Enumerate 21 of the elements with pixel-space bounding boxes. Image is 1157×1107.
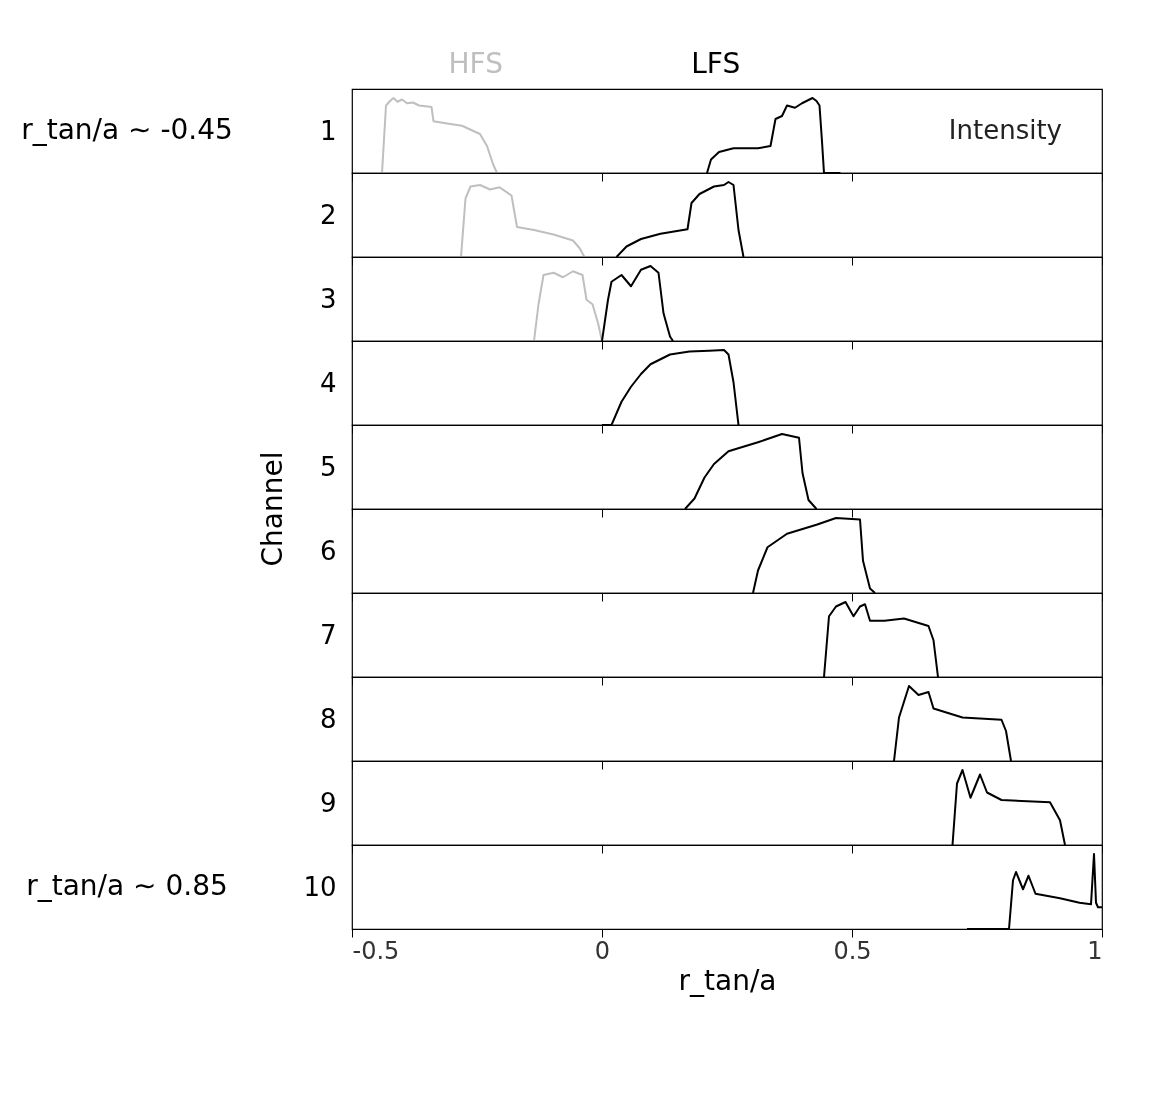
x-tick-label: 0.5 [833, 936, 872, 965]
x-tick-label: -0.5 [352, 936, 400, 965]
y-axis-title: 1 [319, 115, 337, 146]
y-axis-title: 7 [319, 619, 337, 650]
x-tick-label: 0 [594, 936, 611, 965]
series-label: LFS [691, 47, 741, 80]
y-axis-title: 9 [319, 787, 337, 818]
y-axis-title: 3 [319, 283, 337, 314]
x-axis-title: r_tan/a [678, 963, 777, 997]
x-tick-label: 1 [1087, 936, 1103, 965]
y-axis-title: 2 [319, 199, 337, 230]
y-axis-title: 8 [319, 703, 337, 734]
series-label: HFS [448, 47, 503, 80]
text: r_tan/a ∼ -0.45 [21, 113, 233, 146]
y-axis-title: 4 [319, 367, 337, 398]
y-axis-title: 10 [303, 871, 337, 902]
text: Channel [256, 451, 289, 567]
annotation: Intensity [948, 115, 1062, 145]
y-axis-title: 5 [319, 451, 337, 482]
y-axis-title: 6 [319, 535, 337, 566]
text: r_tan/a ∼ 0.85 [26, 869, 228, 902]
